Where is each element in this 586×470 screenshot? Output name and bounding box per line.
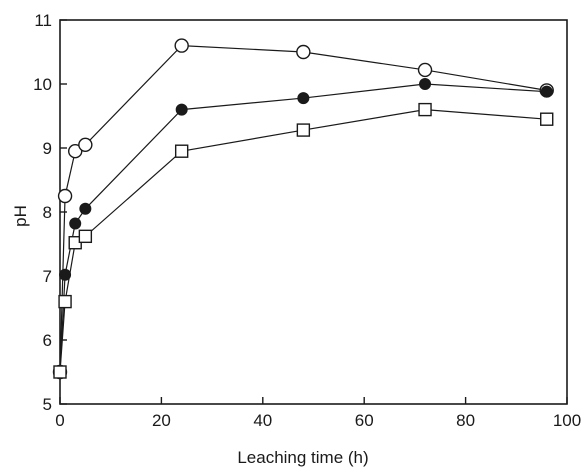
data-point-series-3	[58, 294, 72, 309]
series-lines	[59, 44, 547, 373]
y-tick-label: 8	[43, 203, 52, 222]
series-line-1	[59, 44, 547, 373]
data-point-series-3	[174, 144, 189, 158]
y-tick-label: 5	[43, 395, 52, 414]
data-point-series-1	[78, 137, 93, 153]
data-point-series-2	[419, 78, 432, 90]
y-tick-label: 7	[43, 267, 52, 286]
x-tick-label: 40	[253, 411, 272, 430]
y-tick-label: 11	[34, 11, 52, 30]
data-point-series-2	[59, 268, 72, 281]
data-point-series-2	[175, 103, 188, 116]
data-point-series-3	[78, 229, 93, 244]
data-point-series-3	[296, 123, 311, 137]
y-axis-label: pH	[11, 205, 30, 227]
data-point-series-1	[417, 62, 433, 78]
x-tick-label: 60	[355, 411, 374, 430]
plot-frame	[59, 19, 568, 405]
x-tick-label: 80	[456, 411, 475, 430]
series-markers	[52, 38, 554, 380]
x-tick-label: 0	[55, 411, 64, 430]
series-line-3	[59, 108, 547, 373]
x-tick-label: 100	[553, 411, 581, 430]
data-point-series-3	[418, 102, 432, 117]
data-point-series-2	[297, 92, 310, 105]
y-tick-label: 10	[33, 75, 52, 94]
data-point-series-2	[79, 202, 92, 215]
axes: 0 20 40 60 80 100 5 6 7 8 9 10 11	[33, 11, 581, 430]
x-tick-label: 20	[152, 411, 171, 430]
data-point-series-2	[69, 217, 82, 230]
series-line-2	[59, 83, 547, 373]
y-tick-label: 6	[43, 331, 52, 350]
data-point-series-3	[53, 365, 67, 379]
data-point-series-2	[540, 85, 553, 98]
y-tick-label: 9	[43, 139, 52, 158]
data-point-series-1	[174, 38, 189, 53]
data-point-series-1	[57, 188, 73, 204]
data-point-series-1	[296, 44, 311, 60]
data-point-series-1	[68, 143, 83, 159]
data-point-series-3	[540, 112, 554, 126]
x-axis-label: Leaching time (h)	[237, 448, 368, 467]
